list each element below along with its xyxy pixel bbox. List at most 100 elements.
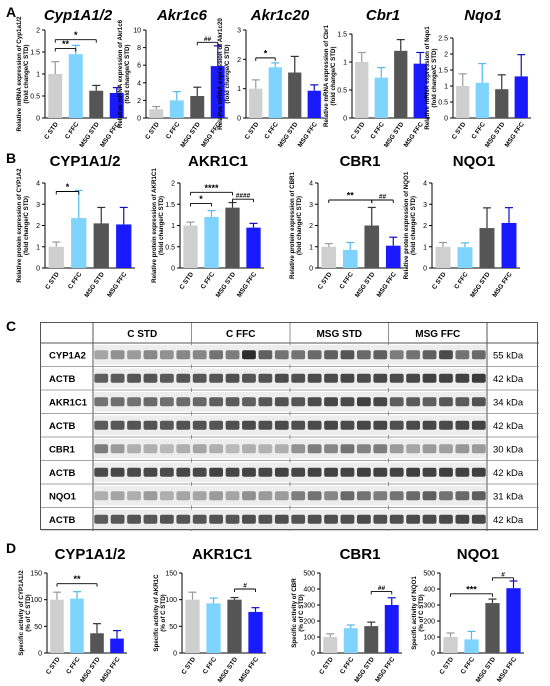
blot-band xyxy=(225,514,240,524)
blot-band xyxy=(192,491,207,501)
y-tick-label: 8 xyxy=(137,45,141,52)
blot-row-label: NQO1 xyxy=(49,491,77,502)
y-tick-label: 2 xyxy=(444,52,448,59)
y-tick-label: 0.5 xyxy=(337,88,347,95)
x-tick-label: C STD xyxy=(144,121,161,141)
blot-band xyxy=(422,514,437,524)
blot-band xyxy=(389,514,404,524)
blot-band xyxy=(192,444,207,454)
y-axis-label-line: (% of C STD) xyxy=(298,594,305,631)
y-tick-label: 1 xyxy=(237,86,241,93)
blot-band xyxy=(389,373,404,383)
blot-band xyxy=(192,350,207,360)
y-tick-label: 6 xyxy=(137,63,141,70)
blot-band xyxy=(110,420,125,430)
bar xyxy=(495,89,509,118)
blot-band xyxy=(209,514,224,524)
chart-title: CBR1 xyxy=(340,546,381,563)
bar xyxy=(355,62,369,118)
bar xyxy=(210,66,225,118)
blot-band xyxy=(356,373,371,383)
blot-band xyxy=(307,350,322,360)
bar xyxy=(514,76,528,118)
blot-band xyxy=(356,491,371,501)
blot-kda-label: 42 kDa xyxy=(493,374,524,385)
panel-letter-b: B xyxy=(6,150,17,166)
bar xyxy=(456,86,470,118)
bar xyxy=(288,72,302,118)
blot-band xyxy=(406,491,421,501)
y-tick-label: 0.5 xyxy=(165,244,175,251)
blot-group-label: MSG STD xyxy=(316,329,362,340)
bar xyxy=(323,637,338,653)
x-tick-label: MSG FFC xyxy=(491,271,513,299)
y-tick-label: 100 xyxy=(165,597,177,604)
blot-band xyxy=(258,397,273,407)
y-tick-label: 0 xyxy=(171,266,175,273)
blot-band xyxy=(143,514,158,524)
significance-label: # xyxy=(501,571,505,578)
blot-band xyxy=(274,467,289,477)
blot-band xyxy=(209,373,224,383)
blot-band xyxy=(274,491,289,501)
y-tick-label: 0 xyxy=(237,116,241,123)
y-tick-label: 2.5 xyxy=(438,36,448,43)
blot-band xyxy=(439,420,453,430)
blot-band xyxy=(159,491,174,501)
chart-title: Akr1c6 xyxy=(156,7,208,24)
x-tick-label: MSG FFC xyxy=(496,656,518,684)
significance-label: * xyxy=(66,182,70,192)
blot-band xyxy=(110,491,125,501)
chart-title: AKR1C1 xyxy=(192,546,252,563)
bar xyxy=(68,54,83,118)
x-tick-label: C STD xyxy=(451,121,468,141)
blot-band xyxy=(110,350,125,360)
significance-label: ## xyxy=(379,194,387,201)
blot-band xyxy=(159,373,174,383)
blot-membrane xyxy=(94,368,486,388)
blot-band xyxy=(389,444,404,454)
x-tick-label: MSG STD xyxy=(179,121,202,149)
blot-band xyxy=(258,467,273,477)
bar xyxy=(169,100,184,118)
bar xyxy=(364,225,380,268)
bar xyxy=(464,639,479,653)
y-tick-label: 3 xyxy=(423,202,427,209)
y-tick-label: 4 xyxy=(137,80,141,87)
y-tick-label: 2 xyxy=(171,181,175,188)
panel-letter-c: C xyxy=(6,318,17,334)
blot-band xyxy=(307,467,322,477)
blot-band xyxy=(274,420,289,430)
x-tick-label: C FFC xyxy=(338,271,355,291)
x-tick-label: C FFC xyxy=(65,656,82,676)
blot-band xyxy=(192,514,207,524)
blot-band xyxy=(422,373,437,383)
blot-band xyxy=(324,350,338,360)
bar xyxy=(116,224,132,268)
bar xyxy=(109,92,124,118)
y-tick-label: 4 xyxy=(423,181,427,188)
blot-kda-label: 34 kDa xyxy=(493,397,524,408)
blot-band xyxy=(225,420,240,430)
blot-membrane xyxy=(94,415,486,435)
blot-band xyxy=(439,467,453,477)
bar xyxy=(185,599,200,653)
bar xyxy=(501,222,517,268)
blot-band xyxy=(291,373,306,383)
blot-band xyxy=(274,444,289,454)
x-tick-label: MSG FFC xyxy=(504,121,526,149)
blot-band xyxy=(159,350,174,360)
blot-band xyxy=(209,420,224,430)
x-tick-label: C FFC xyxy=(202,656,219,676)
y-tick-label: 1.5 xyxy=(30,50,40,57)
blot-band xyxy=(242,491,256,501)
x-tick-label: C FFC xyxy=(200,271,217,291)
blot-band xyxy=(406,514,421,524)
bar xyxy=(374,77,388,118)
y-axis-label-line: Specific activity of NQO1 xyxy=(411,576,418,650)
y-axis-label-line: Relative protein expression of CBR1 xyxy=(289,171,296,278)
x-tick-label: MSG FFC xyxy=(297,121,319,149)
blot-band xyxy=(373,420,388,430)
y-tick-label: 3 xyxy=(309,202,313,209)
